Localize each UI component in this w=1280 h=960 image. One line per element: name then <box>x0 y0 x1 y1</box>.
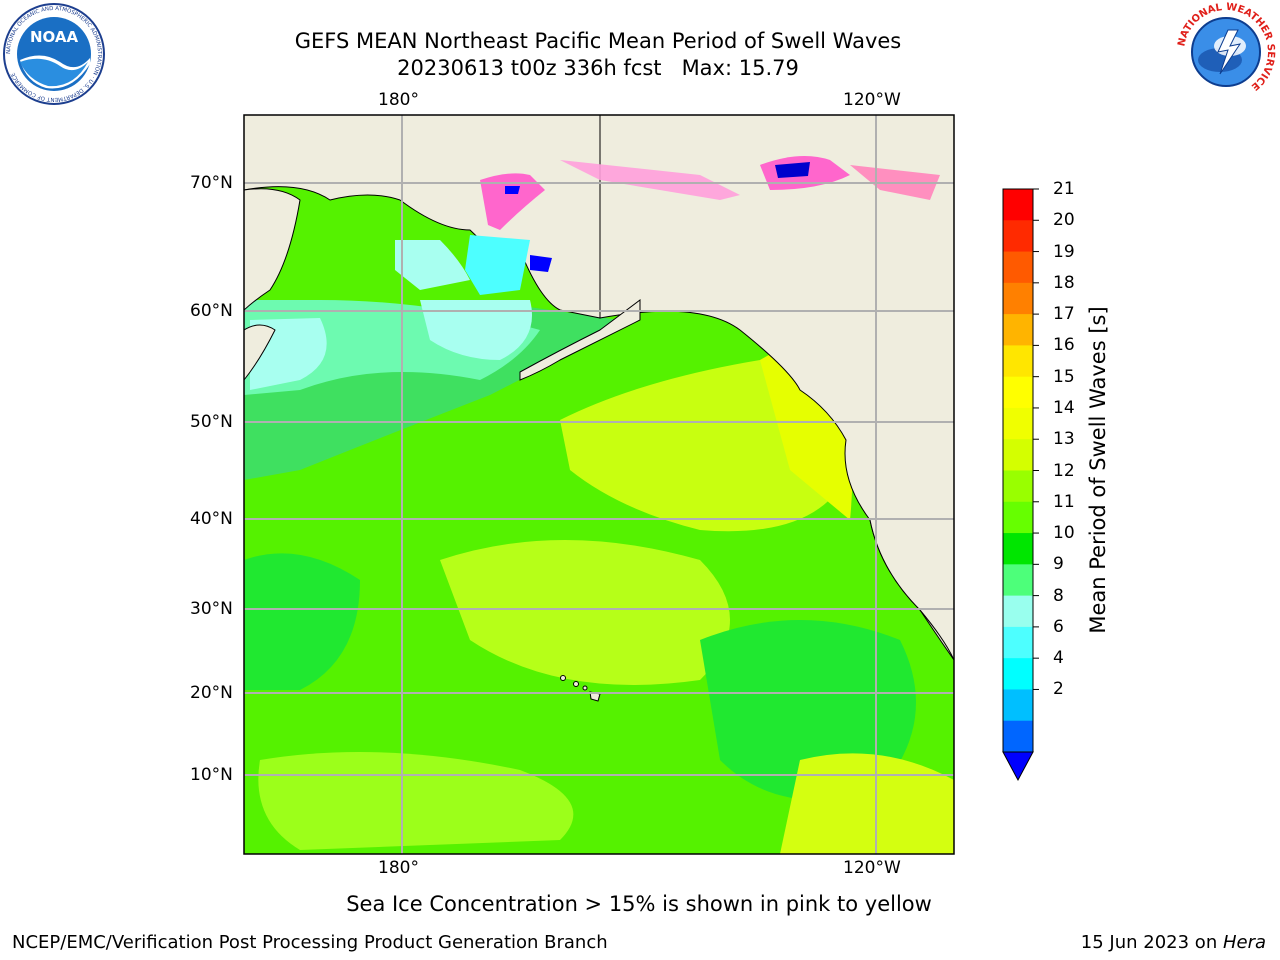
noaa-logo: NOAA NATIONAL OCEANIC AND ATMOSPHERIC AD… <box>3 3 105 105</box>
colorbar-tick-label: 8 <box>1053 585 1064 606</box>
noaa-logo-text: NOAA <box>30 28 79 46</box>
colorbar-segment <box>1003 251 1033 284</box>
colorbar-tick-label: 2 <box>1053 679 1064 700</box>
colorbar-segment <box>1003 658 1033 690</box>
colorbar-tick-label: 9 <box>1053 554 1064 575</box>
map-frame <box>243 114 955 855</box>
colorbar-tick-label: 18 <box>1053 272 1075 293</box>
land-alaska-peninsula <box>519 298 641 381</box>
colorbar-frame <box>1002 188 1034 753</box>
colorbar-tick-label: 15 <box>1053 366 1075 387</box>
lat-label-10n: 10°N <box>190 765 233 785</box>
footer-host: Hera <box>1222 932 1266 953</box>
footer-left: NCEP/EMC/Verification Post Processing Pr… <box>12 932 608 953</box>
colorbar-tick-label: 10 <box>1053 523 1075 544</box>
lat-label-30n: 30°N <box>190 599 233 619</box>
lon-label-top-120w: 120°W <box>843 90 901 110</box>
land-asia-alaska <box>244 115 601 319</box>
lat-label-50n: 50°N <box>190 412 233 432</box>
map-content <box>244 115 954 854</box>
sea-ice-chukchi <box>480 173 545 230</box>
chart-subtitle: 20230613 t00z 336h fcst Max: 15.79 <box>397 56 799 80</box>
colorbar-tick-label: 14 <box>1053 397 1075 418</box>
lon-label-bottom-180: 180° <box>378 858 419 878</box>
colorbar-tick-label: 4 <box>1053 648 1064 669</box>
lon-label-top-180: 180° <box>378 90 419 110</box>
land-hawaii <box>560 675 601 702</box>
colorbar-tick-label: 16 <box>1053 335 1075 356</box>
colorbar-segment <box>1003 314 1033 346</box>
colorbar-segment <box>1003 189 1033 221</box>
lon-label-bottom-120w: 120°W <box>843 858 901 878</box>
colorbar <box>1002 188 1039 782</box>
nws-logo: NATIONAL WEATHER SERVICE <box>1176 2 1276 101</box>
colorbar-tick-label: 13 <box>1053 429 1075 450</box>
colorbar-extend-triangle <box>1002 751 1034 782</box>
colorbar-segment <box>1003 595 1033 628</box>
colorbar-segment <box>1003 533 1033 565</box>
lat-label-20n: 20°N <box>190 683 233 703</box>
colorbar-segment <box>1003 470 1033 503</box>
colorbar-segment <box>1003 626 1033 659</box>
colorbar-tick-label: 11 <box>1053 491 1075 512</box>
colorbar-tick-label: 19 <box>1053 241 1075 262</box>
colorbar-segment <box>1003 282 1033 315</box>
land-kamchatka <box>244 324 276 381</box>
colorbar-segment <box>1003 720 1033 753</box>
colorbar-label: Mean Period of Swell Waves [s] <box>1086 306 1110 634</box>
lat-label-70n: 70°N <box>190 173 233 193</box>
lat-label-40n: 40°N <box>190 509 233 529</box>
colorbar-segment <box>1003 439 1033 471</box>
colorbar-segment <box>1003 689 1033 722</box>
lat-label-60n: 60°N <box>190 301 233 321</box>
colorbar-segment <box>1003 220 1033 253</box>
chart-title: GEFS MEAN Northeast Pacific Mean Period … <box>294 29 902 53</box>
colorbar-tick-label: 21 <box>1053 179 1075 199</box>
colorbar-segment <box>1003 501 1033 534</box>
footer-date: 15 Jun 2023 on <box>1080 932 1223 953</box>
colorbar-tick-label: 12 <box>1053 460 1075 481</box>
colorbar-segment <box>1003 376 1033 409</box>
colorbar-tick-label: 17 <box>1053 304 1075 325</box>
colorbar-tick-label: 6 <box>1053 616 1064 637</box>
footer-right: 15 Jun 2023 on Hera <box>1081 932 1266 954</box>
sea-ice-caption: Sea Ice Concentration > 15% is shown in … <box>346 892 932 916</box>
colorbar-segment <box>1003 407 1033 440</box>
colorbar-segment <box>1003 564 1033 597</box>
colorbar-segment <box>1003 345 1033 378</box>
colorbar-tick-label: 20 <box>1053 210 1075 231</box>
map-gridlines <box>244 115 954 854</box>
